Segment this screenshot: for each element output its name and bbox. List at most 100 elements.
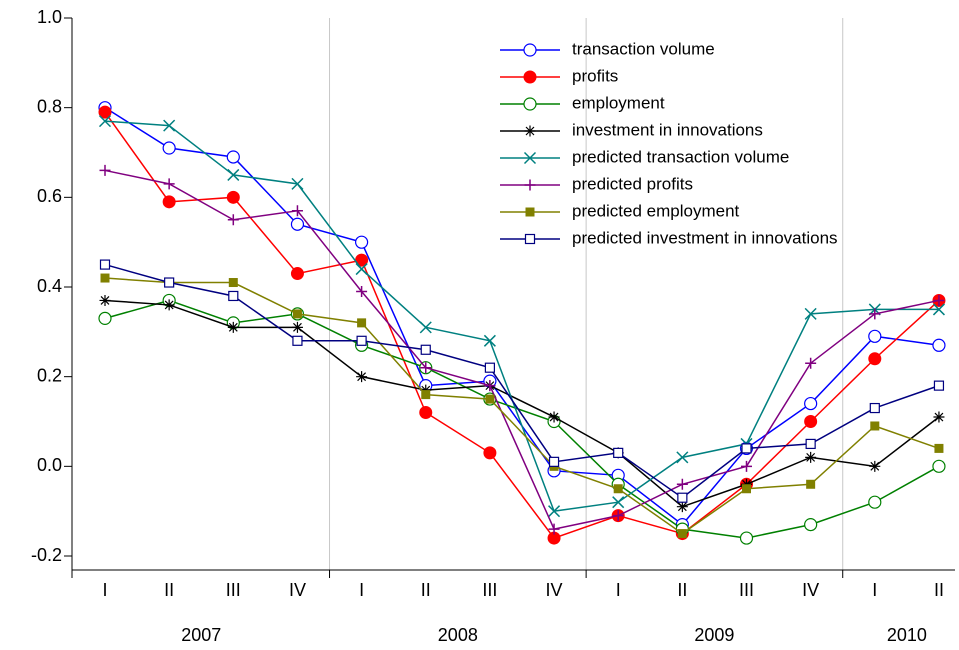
marker	[419, 406, 433, 420]
series	[98, 293, 946, 545]
marker	[869, 460, 881, 472]
x-tick-label: II	[677, 580, 687, 600]
marker	[226, 190, 240, 204]
marker	[523, 43, 537, 57]
marker	[523, 97, 537, 111]
year-label: 2009	[694, 625, 734, 645]
marker	[419, 321, 432, 334]
marker	[524, 125, 536, 137]
marker	[739, 531, 754, 545]
marker	[548, 411, 560, 423]
x-tick-label: I	[616, 580, 621, 600]
marker	[868, 329, 882, 343]
marker	[525, 207, 535, 217]
marker	[227, 214, 239, 226]
y-tick-label: 0.4	[37, 276, 62, 296]
marker	[163, 178, 175, 190]
marker	[164, 277, 175, 288]
legend-label: transaction volume	[572, 39, 715, 58]
marker	[484, 362, 495, 373]
marker	[677, 492, 688, 503]
x-tick-label: IV	[289, 580, 306, 600]
marker	[356, 371, 368, 383]
marker	[805, 438, 816, 450]
series	[99, 294, 945, 513]
marker	[485, 394, 495, 404]
series-line	[104, 299, 940, 508]
marker	[933, 380, 945, 391]
marker	[676, 451, 689, 464]
marker	[548, 523, 560, 535]
marker	[420, 344, 431, 355]
legend-label: investment in innovations	[572, 120, 763, 139]
series	[99, 164, 945, 535]
marker	[741, 443, 752, 454]
x-tick-label: III	[482, 580, 497, 600]
series-line	[104, 277, 940, 535]
y-tick-label: 1.0	[37, 7, 62, 27]
marker	[98, 311, 112, 325]
marker	[612, 496, 625, 509]
marker	[677, 529, 687, 539]
y-tick-label: 0.8	[37, 96, 62, 116]
x-tick-label: I	[359, 580, 364, 600]
marker	[804, 396, 818, 411]
marker	[99, 294, 111, 306]
legend-label: predicted profits	[572, 174, 693, 193]
x-tick-label: II	[164, 580, 174, 600]
marker	[932, 338, 946, 352]
marker	[741, 460, 752, 472]
marker	[742, 484, 751, 494]
marker	[548, 456, 560, 467]
marker	[162, 141, 176, 155]
marker	[162, 195, 176, 209]
marker	[163, 119, 176, 132]
legend-label: profits	[572, 66, 618, 85]
x-tick-label: II	[421, 580, 431, 600]
series-line	[104, 120, 939, 512]
marker	[355, 263, 368, 276]
marker	[290, 217, 305, 231]
x-tick-label: II	[934, 580, 944, 600]
y-tick-label: -0.2	[31, 545, 62, 565]
marker	[227, 168, 240, 181]
marker	[868, 495, 882, 509]
marker	[933, 294, 945, 306]
marker	[291, 321, 303, 333]
marker	[100, 273, 110, 283]
y-tick-label: 0.2	[37, 365, 62, 385]
marker	[483, 334, 496, 347]
marker	[932, 459, 946, 473]
marker	[804, 307, 817, 320]
marker	[870, 421, 880, 431]
marker	[227, 321, 239, 333]
marker	[292, 309, 302, 319]
y-tick-label: 0.0	[37, 455, 62, 475]
marker	[524, 179, 536, 191]
x-tick-label: IV	[546, 580, 563, 600]
marker	[613, 484, 623, 494]
legend-label: employment	[572, 93, 665, 112]
series-line	[104, 263, 940, 499]
marker	[99, 259, 111, 270]
marker	[356, 285, 368, 297]
series-line	[104, 299, 940, 539]
x-tick-label: III	[739, 580, 754, 600]
x-tick-label: III	[226, 580, 241, 600]
marker	[933, 411, 945, 423]
year-label: 2010	[887, 625, 927, 645]
legend-label: predicted employment	[572, 201, 740, 220]
legend-label: predicted investment in innovations	[572, 228, 838, 247]
marker	[805, 451, 817, 463]
y-tick-label: 0.6	[37, 186, 62, 206]
marker	[806, 479, 816, 489]
marker	[228, 290, 239, 302]
marker	[99, 164, 111, 176]
marker	[291, 177, 304, 190]
x-tick-label: I	[102, 580, 107, 600]
marker	[524, 233, 536, 245]
marker	[804, 415, 818, 428]
marker	[291, 205, 303, 217]
marker	[420, 362, 432, 374]
